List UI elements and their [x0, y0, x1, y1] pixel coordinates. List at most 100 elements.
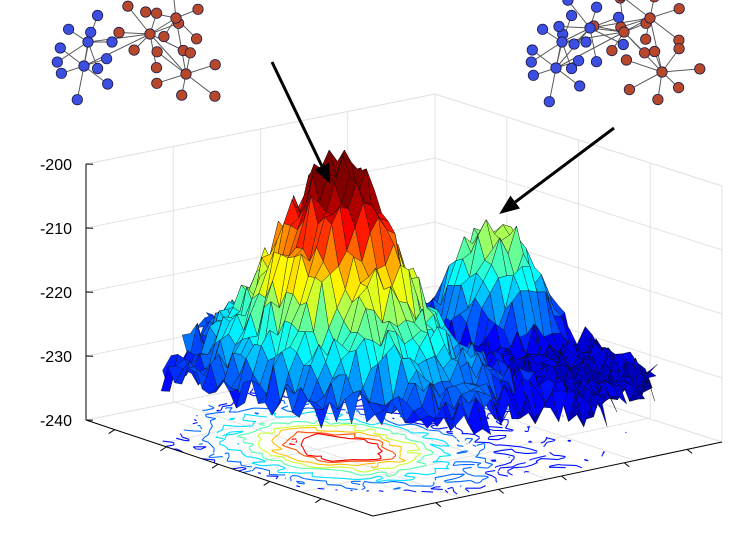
- contour-level-5: [271, 426, 407, 469]
- network-node: [648, 45, 661, 58]
- network-node: [556, 36, 568, 48]
- network-node: [151, 46, 163, 58]
- surface-facet: [314, 402, 330, 430]
- network-node: [590, 56, 603, 68]
- surface-facet: [404, 410, 421, 424]
- network-node: [62, 23, 75, 35]
- surface-facet: [292, 387, 308, 418]
- z-tick-label-3: -230: [40, 349, 72, 366]
- surface-plot: [160, 149, 658, 436]
- network-edges: [57, 0, 216, 100]
- y-tick-mark-1: [263, 481, 270, 486]
- surface-facet: [575, 391, 591, 428]
- surface-facet: [374, 401, 391, 426]
- network-node: [113, 26, 125, 39]
- network-node: [623, 84, 636, 96]
- x-tick-mark-2: [561, 475, 567, 481]
- network-node: [180, 68, 192, 80]
- network-node: [673, 43, 685, 55]
- network-node: [620, 54, 633, 66]
- network-node: [638, 47, 651, 59]
- network-node: [151, 77, 163, 89]
- network-node: [78, 60, 90, 72]
- network-node: [55, 67, 68, 79]
- z-gridline-2: [85, 221, 723, 315]
- network-node: [572, 55, 585, 67]
- network-node: [92, 9, 104, 22]
- network-node: [652, 94, 664, 106]
- z-tick-label-2: -220: [40, 285, 72, 302]
- network-node: [612, 11, 625, 23]
- network-node: [618, 26, 630, 38]
- network-node: [574, 80, 586, 92]
- network-node: [209, 59, 221, 71]
- network-node: [617, 38, 629, 51]
- network-node: [553, 20, 565, 33]
- network-node: [550, 62, 562, 74]
- network-node: [144, 28, 156, 40]
- arrow-second-peak-shaft: [514, 126, 615, 204]
- network-node: [82, 36, 94, 48]
- network-node: [54, 42, 66, 54]
- network-node: [85, 26, 97, 38]
- network-node: [71, 94, 83, 106]
- surface-facet: [344, 390, 361, 425]
- network-node: [580, 36, 592, 48]
- surface-facet: [450, 402, 467, 431]
- arrow-second-peak-head: [499, 195, 521, 215]
- surface-facet: [329, 399, 345, 423]
- network-node: [565, 9, 578, 22]
- network-node: [128, 44, 140, 56]
- x-tick-mark-0: [435, 502, 442, 508]
- network-node: [590, 1, 603, 13]
- y-tick-mark-3: [160, 446, 167, 452]
- network-node: [170, 12, 182, 24]
- network-node: [536, 23, 549, 35]
- network-node: [617, 0, 625, 2]
- network-node: [102, 78, 114, 90]
- network-node: [527, 69, 540, 81]
- network-node: [209, 90, 221, 102]
- contour-level-6: [277, 431, 397, 463]
- network-node: [106, 36, 118, 48]
- arrow-annotations: [270, 61, 615, 215]
- z-gridline-0: [85, 93, 723, 187]
- z-tick-label-4: -240: [40, 413, 72, 430]
- network-insets: [51, 0, 706, 108]
- network-node: [606, 44, 618, 57]
- z-gridline-1: [85, 157, 723, 251]
- network-node: [673, 3, 685, 15]
- axis-layer: -200 -210 -220 -230 -240: [40, 157, 723, 517]
- network-node: [543, 96, 555, 108]
- surface-facet: [359, 390, 376, 423]
- network-inset-left: [51, 0, 221, 106]
- x-tick-mark-4: [686, 449, 693, 454]
- network-node: [644, 12, 656, 24]
- network-node: [140, 6, 152, 18]
- network-node: [525, 56, 537, 68]
- z-tick-label-1: -210: [40, 221, 72, 238]
- surface-facet: [435, 405, 451, 431]
- y-tick-mark-4: [108, 429, 115, 435]
- network-node: [656, 66, 668, 78]
- network-node: [562, 0, 574, 6]
- network-node: [694, 63, 706, 75]
- arrow-second-peak: [499, 126, 615, 215]
- network-node: [191, 33, 203, 45]
- network-node: [151, 7, 163, 19]
- network-node: [672, 82, 685, 94]
- network-node: [192, 3, 204, 15]
- x-tick-mark-3: [623, 462, 630, 468]
- network-node: [568, 38, 580, 50]
- network-node: [640, 33, 652, 45]
- surface-facet: [420, 415, 436, 429]
- surface-facet: [235, 379, 252, 409]
- y-axis-line: [85, 419, 374, 517]
- network-node: [150, 62, 163, 74]
- network-node: [184, 47, 196, 59]
- network-inset-right: [525, 0, 706, 108]
- network-node: [92, 62, 104, 75]
- z-tick-label-0: -200: [40, 157, 72, 174]
- network-node: [101, 53, 113, 65]
